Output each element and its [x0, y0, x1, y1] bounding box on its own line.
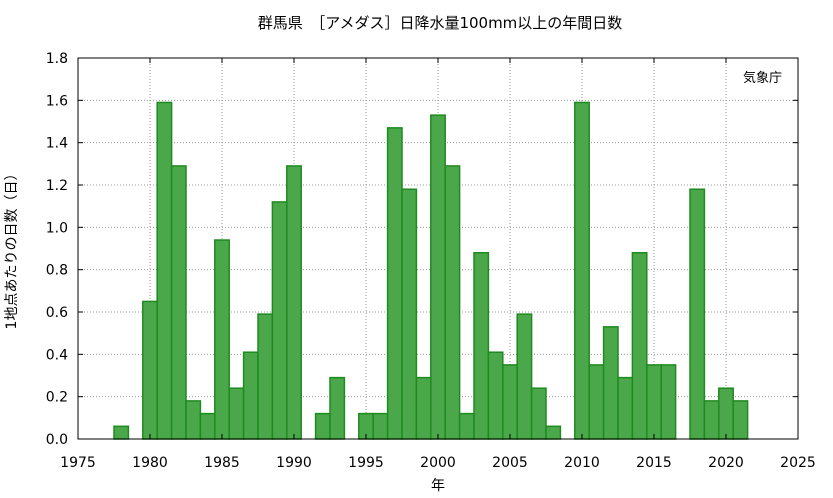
bar-2020 [718, 387, 734, 440]
credit-label: 気象庁 [743, 70, 782, 86]
bar-2010 [574, 101, 590, 440]
bar-2013 [617, 376, 634, 440]
bar-1985 [214, 239, 230, 440]
bar-1990 [286, 165, 302, 440]
bar-2021 [732, 400, 749, 440]
x-tick-label: 2000 [420, 455, 456, 471]
y-tick-label: 1.6 [46, 93, 68, 109]
bar-1986 [228, 387, 245, 440]
x-tick-label: 2025 [780, 455, 816, 471]
bar-2015 [646, 364, 662, 440]
bar-1989 [271, 201, 288, 440]
bar-1981 [156, 101, 173, 440]
bar-2003 [473, 251, 490, 440]
bar-2004 [487, 351, 504, 440]
x-axis-label: 年 [431, 478, 445, 494]
x-tick-label: 2010 [564, 455, 600, 471]
y-tick-label: 0.8 [46, 263, 68, 279]
y-axis-ticks: 0.0 0.2 0.4 0.6 0.8 1.0 1.2 1.4 1.6 1.8 [46, 51, 798, 448]
y-tick-label: 0.4 [46, 347, 68, 363]
y-tick-label: 0.2 [46, 390, 68, 406]
x-tick-label: 1980 [132, 455, 168, 471]
bar-2007 [530, 387, 547, 440]
bar-1978 [113, 425, 130, 440]
x-tick-label: 2020 [708, 455, 744, 471]
bar-1984 [199, 412, 216, 440]
bar-1996 [372, 412, 389, 440]
bar-1998 [401, 188, 418, 440]
bar-2019 [703, 400, 720, 440]
bars [113, 101, 749, 440]
bar-2018 [689, 188, 706, 440]
bar-1999 [415, 376, 432, 440]
bar-2008 [545, 425, 562, 440]
x-tick-label: 1995 [348, 455, 384, 471]
y-tick-label: 1.0 [46, 220, 68, 236]
x-axis-ticks: 1975 1980 1985 1990 1995 2000 2005 2010 2015 2020… [60, 58, 816, 471]
bar-1983 [185, 400, 202, 440]
bar-1987 [242, 351, 259, 440]
x-tick-label: 1985 [204, 455, 240, 471]
bar-2002 [458, 412, 475, 440]
bar-2014 [631, 251, 648, 440]
y-tick-label: 1.2 [46, 178, 68, 194]
y-tick-label: 0.6 [46, 305, 68, 321]
bar-2011 [588, 364, 605, 440]
bar-2001 [444, 165, 461, 440]
bar-1980 [142, 300, 158, 440]
bar-2005 [502, 364, 518, 440]
bar-1997 [386, 127, 403, 440]
bar-2016 [660, 364, 677, 440]
bar-1988 [257, 313, 274, 440]
x-tick-label: 1990 [276, 455, 312, 471]
bar-1992 [314, 412, 331, 440]
y-tick-label: 1.4 [46, 136, 68, 152]
y-tick-label: 0.0 [46, 432, 68, 448]
bar-1982 [170, 165, 187, 440]
chart-title: 群馬県 ［アメダス］日降水量100mm以上の年間日数 [258, 14, 623, 32]
x-tick-label: 2005 [492, 455, 528, 471]
y-tick-label: 1.8 [46, 51, 68, 67]
y-axis-label: 1地点あたりの日数（日） [4, 167, 20, 330]
bar-2006 [516, 313, 533, 440]
bar-2000 [430, 114, 446, 440]
x-tick-label: 1975 [60, 455, 96, 471]
bar-2012 [602, 326, 619, 440]
bar-1993 [329, 376, 346, 440]
x-tick-label: 2015 [636, 455, 672, 471]
